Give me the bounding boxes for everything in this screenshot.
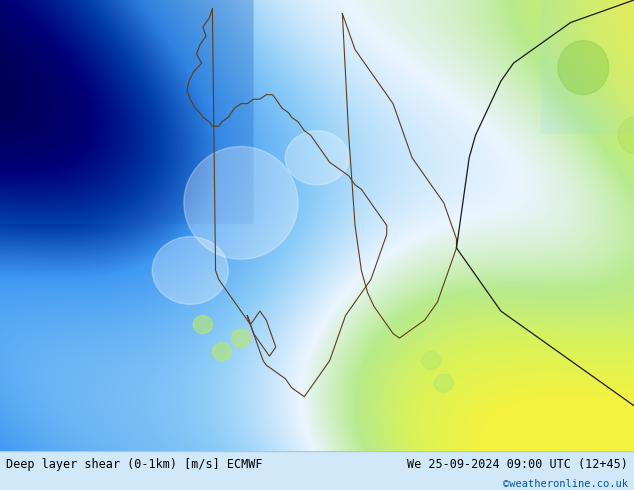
Ellipse shape <box>285 131 349 185</box>
FancyBboxPatch shape <box>0 451 634 490</box>
Ellipse shape <box>558 41 609 95</box>
Text: We 25-09-2024 09:00 UTC (12+45): We 25-09-2024 09:00 UTC (12+45) <box>407 458 628 471</box>
Text: ©weatheronline.co.uk: ©weatheronline.co.uk <box>503 479 628 489</box>
Ellipse shape <box>193 316 212 334</box>
Ellipse shape <box>422 352 441 369</box>
Ellipse shape <box>434 374 453 392</box>
Ellipse shape <box>152 237 228 304</box>
Ellipse shape <box>231 329 250 347</box>
Ellipse shape <box>184 147 298 259</box>
Ellipse shape <box>618 117 634 153</box>
Ellipse shape <box>212 343 231 361</box>
Text: Deep layer shear (0-1km) [m/s] ECMWF: Deep layer shear (0-1km) [m/s] ECMWF <box>6 458 263 471</box>
